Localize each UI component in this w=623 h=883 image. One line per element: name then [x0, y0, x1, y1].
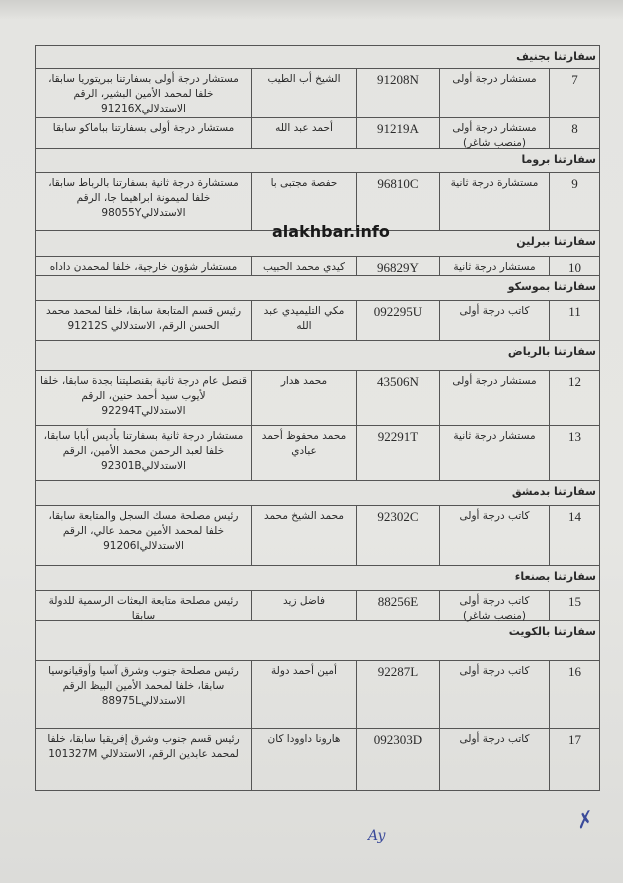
row-number: 8	[549, 118, 599, 148]
code-cell: 43506N	[356, 371, 439, 425]
code-cell: 91208N	[356, 69, 439, 117]
rank-cell: مستشار درجة أولى (منصب شاغر)	[439, 118, 549, 149]
code-cell: 91219A	[356, 118, 439, 148]
rank-cell: مستشار درجة أولى	[439, 69, 549, 117]
note-cell: رئيس قسم المتابعة سابقا، خلفا لمحمد محمد…	[45, 305, 242, 332]
watermark: alakhbar.info	[272, 222, 390, 241]
rank-cell: كاتب درجة أولى	[439, 661, 549, 728]
rank-cell: مستشارة درجة ثانية	[439, 173, 549, 230]
note-cell: رئيس مصلحة جنوب وشرق آسيا وأوقيانوسيا سا…	[48, 665, 239, 707]
row-number: 16	[549, 661, 599, 728]
signature-mark: ✗	[571, 805, 596, 835]
code-cell: 92287L	[356, 661, 439, 728]
rank-cell: كاتب درجة أولى	[439, 729, 549, 790]
signature-initials: Ay	[368, 828, 386, 844]
rank-cell: مستشار درجة ثانية	[439, 426, 549, 480]
name-cell: فاضل زيد	[251, 591, 356, 620]
name-cell: محمد هدار	[251, 371, 356, 425]
name-cell: محمد الشيخ محمد	[251, 506, 356, 565]
section-header: سفارتنا بالرياض	[36, 341, 599, 371]
appointments-table: سفارتنا بجنيف 7 مستشار درجة أولى 91208N الشي…	[35, 45, 600, 791]
section-header: سفارتنا بموسكو	[36, 276, 599, 301]
code-cell: 96810C	[356, 173, 439, 230]
note-cell: مستشار درجة أولى بسفارتنا ببريتوريا سابق…	[48, 73, 239, 115]
note-cell: مستشار درجة أولى بسفارتنا بباماكو سابقا	[52, 122, 235, 134]
table-row: 16 كاتب درجة أولى 92287L أمين أحمد دولة رئيس…	[36, 661, 599, 729]
name-cell: هارونا داوودا كان	[251, 729, 356, 790]
table-row: 7 مستشار درجة أولى 91208N الشيخ أب الطيب مست…	[36, 69, 599, 118]
rank-cell: مستشار درجة أولى	[439, 371, 549, 425]
row-number: 10	[549, 257, 599, 275]
row-number: 12	[549, 371, 599, 425]
table-row: 12 مستشار درجة أولى 43506N محمد هدار قنصل عا…	[36, 371, 599, 426]
table-row: 13 مستشار درجة ثانية 92291T محمد محفوظ أحمد…	[36, 426, 599, 481]
table-row: 17 كاتب درجة أولى 092303D هارونا داوودا كان…	[36, 729, 599, 791]
table-row: 9 مستشارة درجة ثانية 96810C حفصة مجتبى با مس…	[36, 173, 599, 231]
note-cell: مستشار شؤون خارجية، خلفا لمحمدن داداه	[49, 261, 238, 273]
section-header: سفارتنا بروما	[36, 149, 599, 173]
note-cell: مستشارة درجة ثانية بسفارتنا بالرباط سابق…	[48, 177, 239, 219]
rank-cell: كاتب درجة أولى	[439, 301, 549, 340]
table-row: 14 كاتب درجة أولى 92302C محمد الشيخ محمد رئي…	[36, 506, 599, 566]
rank-cell: مستشار درجة ثانية	[439, 257, 549, 275]
section-header: سفارتنا بدمشق	[36, 481, 599, 506]
name-cell: الشيخ أب الطيب	[251, 69, 356, 117]
row-number: 11	[549, 301, 599, 340]
rank-cell: كاتب درجة أولى	[439, 506, 549, 565]
code-cell: 88256E	[356, 591, 439, 620]
section-header: سفارتنا ببرلين	[36, 231, 599, 257]
table-row: 15 كاتب درجة أولى (منصب شاغر) 88256E فاضل ز…	[36, 591, 599, 622]
code-cell: 092295U	[356, 301, 439, 340]
note-cell: رئيس مصلحة مسك السجل والمتابعة سابقا، خل…	[48, 510, 239, 552]
table-row: 11 كاتب درجة أولى 092295U مكي التليميدي عبد…	[36, 301, 599, 341]
row-number: 17	[549, 729, 599, 790]
code-cell: 96829Y	[356, 257, 439, 275]
row-number: 9	[549, 173, 599, 230]
section-header: سفارتنا بالكويت	[36, 621, 599, 661]
row-number: 15	[549, 591, 599, 620]
table-row: 10 مستشار درجة ثانية 96829Y كيدي محمد الحبي…	[36, 257, 599, 276]
row-number: 14	[549, 506, 599, 565]
note-cell: رئيس قسم جنوب وشرق إفريقيا سابقا، خلفا ل…	[47, 733, 240, 760]
rank-cell: كاتب درجة أولى (منصب شاغر)	[439, 591, 549, 622]
section-header: سفارتنا بجنيف	[36, 46, 599, 69]
code-cell: 092303D	[356, 729, 439, 790]
name-cell: حفصة مجتبى با	[251, 173, 356, 230]
name-cell: أحمد عبد الله	[251, 118, 356, 148]
note-cell: قنصل عام درجة ثانية بقنصليتنا بجدة سابقا…	[40, 375, 247, 417]
row-number: 7	[549, 69, 599, 117]
code-cell: 92302C	[356, 506, 439, 565]
row-number: 13	[549, 426, 599, 480]
table-row: 8 مستشار درجة أولى (منصب شاغر) 91219A أحمد …	[36, 118, 599, 149]
name-cell: كيدي محمد الحبيب	[251, 257, 356, 275]
note-cell: رئيس مصلحة متابعة البعثات الرسمية للدولة…	[48, 595, 239, 622]
note-cell: مستشار درجة ثانية بسفارتنا بأديس أبابا س…	[43, 430, 244, 472]
name-cell: مكي التليميدي عبد الله	[251, 301, 356, 340]
code-cell: 92291T	[356, 426, 439, 480]
name-cell: محمد محفوظ أحمد عبادي	[251, 426, 356, 480]
name-cell: أمين أحمد دولة	[251, 661, 356, 728]
section-header: سفارتنا بصنعاء	[36, 566, 599, 591]
